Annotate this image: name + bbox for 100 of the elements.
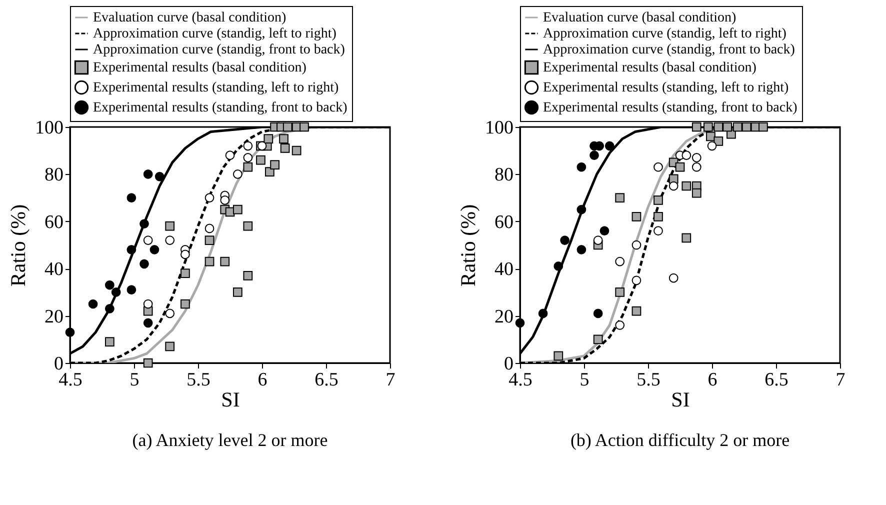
point bbox=[632, 240, 642, 250]
y-tick-label: 80 bbox=[44, 164, 64, 186]
legend-label: Approximation curve (standig, left to right) bbox=[543, 26, 787, 42]
point bbox=[280, 144, 290, 153]
x-tick-label: 6 bbox=[708, 370, 718, 390]
point bbox=[682, 233, 692, 243]
y-tick-label: 40 bbox=[44, 259, 64, 280]
point bbox=[554, 351, 564, 361]
point bbox=[140, 219, 149, 228]
x-tick-label: 5.5 bbox=[636, 370, 660, 390]
point bbox=[243, 162, 253, 172]
point bbox=[204, 256, 214, 266]
point bbox=[243, 270, 253, 280]
point bbox=[225, 150, 235, 160]
point bbox=[692, 162, 702, 172]
x-tick-label: 5 bbox=[130, 370, 140, 390]
point bbox=[576, 204, 586, 214]
point bbox=[682, 150, 692, 160]
legend-label: Experimental results (standing, left to right) bbox=[93, 80, 340, 96]
x-tick-label: 7 bbox=[386, 370, 396, 390]
point bbox=[111, 288, 121, 297]
point bbox=[515, 318, 525, 328]
point bbox=[604, 141, 614, 151]
point bbox=[714, 136, 724, 146]
point bbox=[615, 288, 625, 297]
point bbox=[143, 170, 153, 179]
x-axis-title: SI bbox=[221, 388, 240, 412]
y-tick-label: 20 bbox=[494, 306, 514, 328]
point bbox=[165, 342, 175, 352]
point bbox=[668, 273, 678, 283]
point bbox=[165, 308, 175, 318]
y-axis-title: Ratio (%) bbox=[6, 204, 30, 287]
point bbox=[143, 299, 153, 309]
point bbox=[668, 181, 678, 191]
legend-label: Experimental results (standing, front to back) bbox=[543, 100, 798, 116]
legend-label: Experimental results (standing, left to right) bbox=[543, 80, 790, 96]
legend-label: Experimental results (standing, front to back) bbox=[93, 100, 348, 116]
point bbox=[560, 236, 570, 245]
point bbox=[232, 204, 242, 214]
point bbox=[632, 212, 642, 222]
point bbox=[143, 358, 153, 368]
point bbox=[615, 193, 625, 202]
point bbox=[126, 285, 136, 295]
x-tick-label: 6.5 bbox=[314, 370, 338, 390]
point bbox=[165, 221, 175, 231]
point bbox=[256, 155, 266, 165]
y-tick-label: 80 bbox=[494, 164, 514, 186]
legend-label: Evaluation curve (basal condition) bbox=[93, 10, 287, 26]
point bbox=[593, 308, 603, 318]
point bbox=[140, 259, 149, 269]
point bbox=[282, 122, 292, 132]
legend-label: Approximation curve (standig, front to back) bbox=[93, 42, 346, 58]
point bbox=[538, 308, 548, 318]
legend-label: Approximation curve (standig, left to right) bbox=[93, 26, 337, 42]
point bbox=[703, 122, 713, 132]
point bbox=[243, 153, 253, 162]
point bbox=[279, 134, 288, 144]
point bbox=[150, 245, 160, 254]
point bbox=[292, 146, 302, 156]
point bbox=[654, 195, 663, 205]
point bbox=[576, 245, 586, 254]
point bbox=[143, 318, 153, 328]
point bbox=[714, 122, 724, 132]
point bbox=[180, 268, 190, 278]
text: (a) Anxiety level 2 or more bbox=[132, 430, 328, 450]
point bbox=[143, 236, 153, 245]
point bbox=[126, 245, 136, 254]
legend-label: Approximation curve (standig, front to back) bbox=[543, 42, 796, 58]
point bbox=[88, 299, 98, 309]
point bbox=[692, 153, 702, 162]
y-tick-label: 60 bbox=[44, 212, 64, 233]
point bbox=[104, 337, 114, 346]
point bbox=[632, 306, 642, 316]
point bbox=[270, 160, 280, 170]
y-tick-label: 40 bbox=[494, 259, 514, 280]
point bbox=[154, 172, 164, 182]
y-axis-title: Ratio (%) bbox=[456, 204, 480, 287]
point bbox=[220, 256, 230, 266]
point bbox=[204, 224, 214, 234]
point bbox=[576, 162, 586, 172]
point bbox=[220, 195, 230, 205]
x-tick-label: 6 bbox=[258, 370, 268, 390]
y-tick-label: 100 bbox=[35, 118, 64, 138]
point bbox=[742, 122, 752, 132]
point bbox=[732, 122, 742, 132]
point bbox=[758, 122, 768, 132]
point bbox=[692, 188, 702, 198]
point bbox=[264, 134, 274, 144]
point bbox=[180, 299, 190, 309]
legend-label: Experimental results (basal condition) bbox=[543, 60, 757, 76]
point bbox=[654, 162, 663, 172]
point bbox=[675, 162, 685, 172]
point bbox=[126, 193, 136, 202]
legend-label: Evaluation curve (basal condition) bbox=[543, 10, 737, 26]
point bbox=[615, 320, 625, 330]
point bbox=[300, 122, 309, 132]
point bbox=[632, 276, 642, 286]
x-tick-label: 5 bbox=[580, 370, 590, 390]
point bbox=[104, 280, 114, 290]
point bbox=[654, 226, 663, 236]
